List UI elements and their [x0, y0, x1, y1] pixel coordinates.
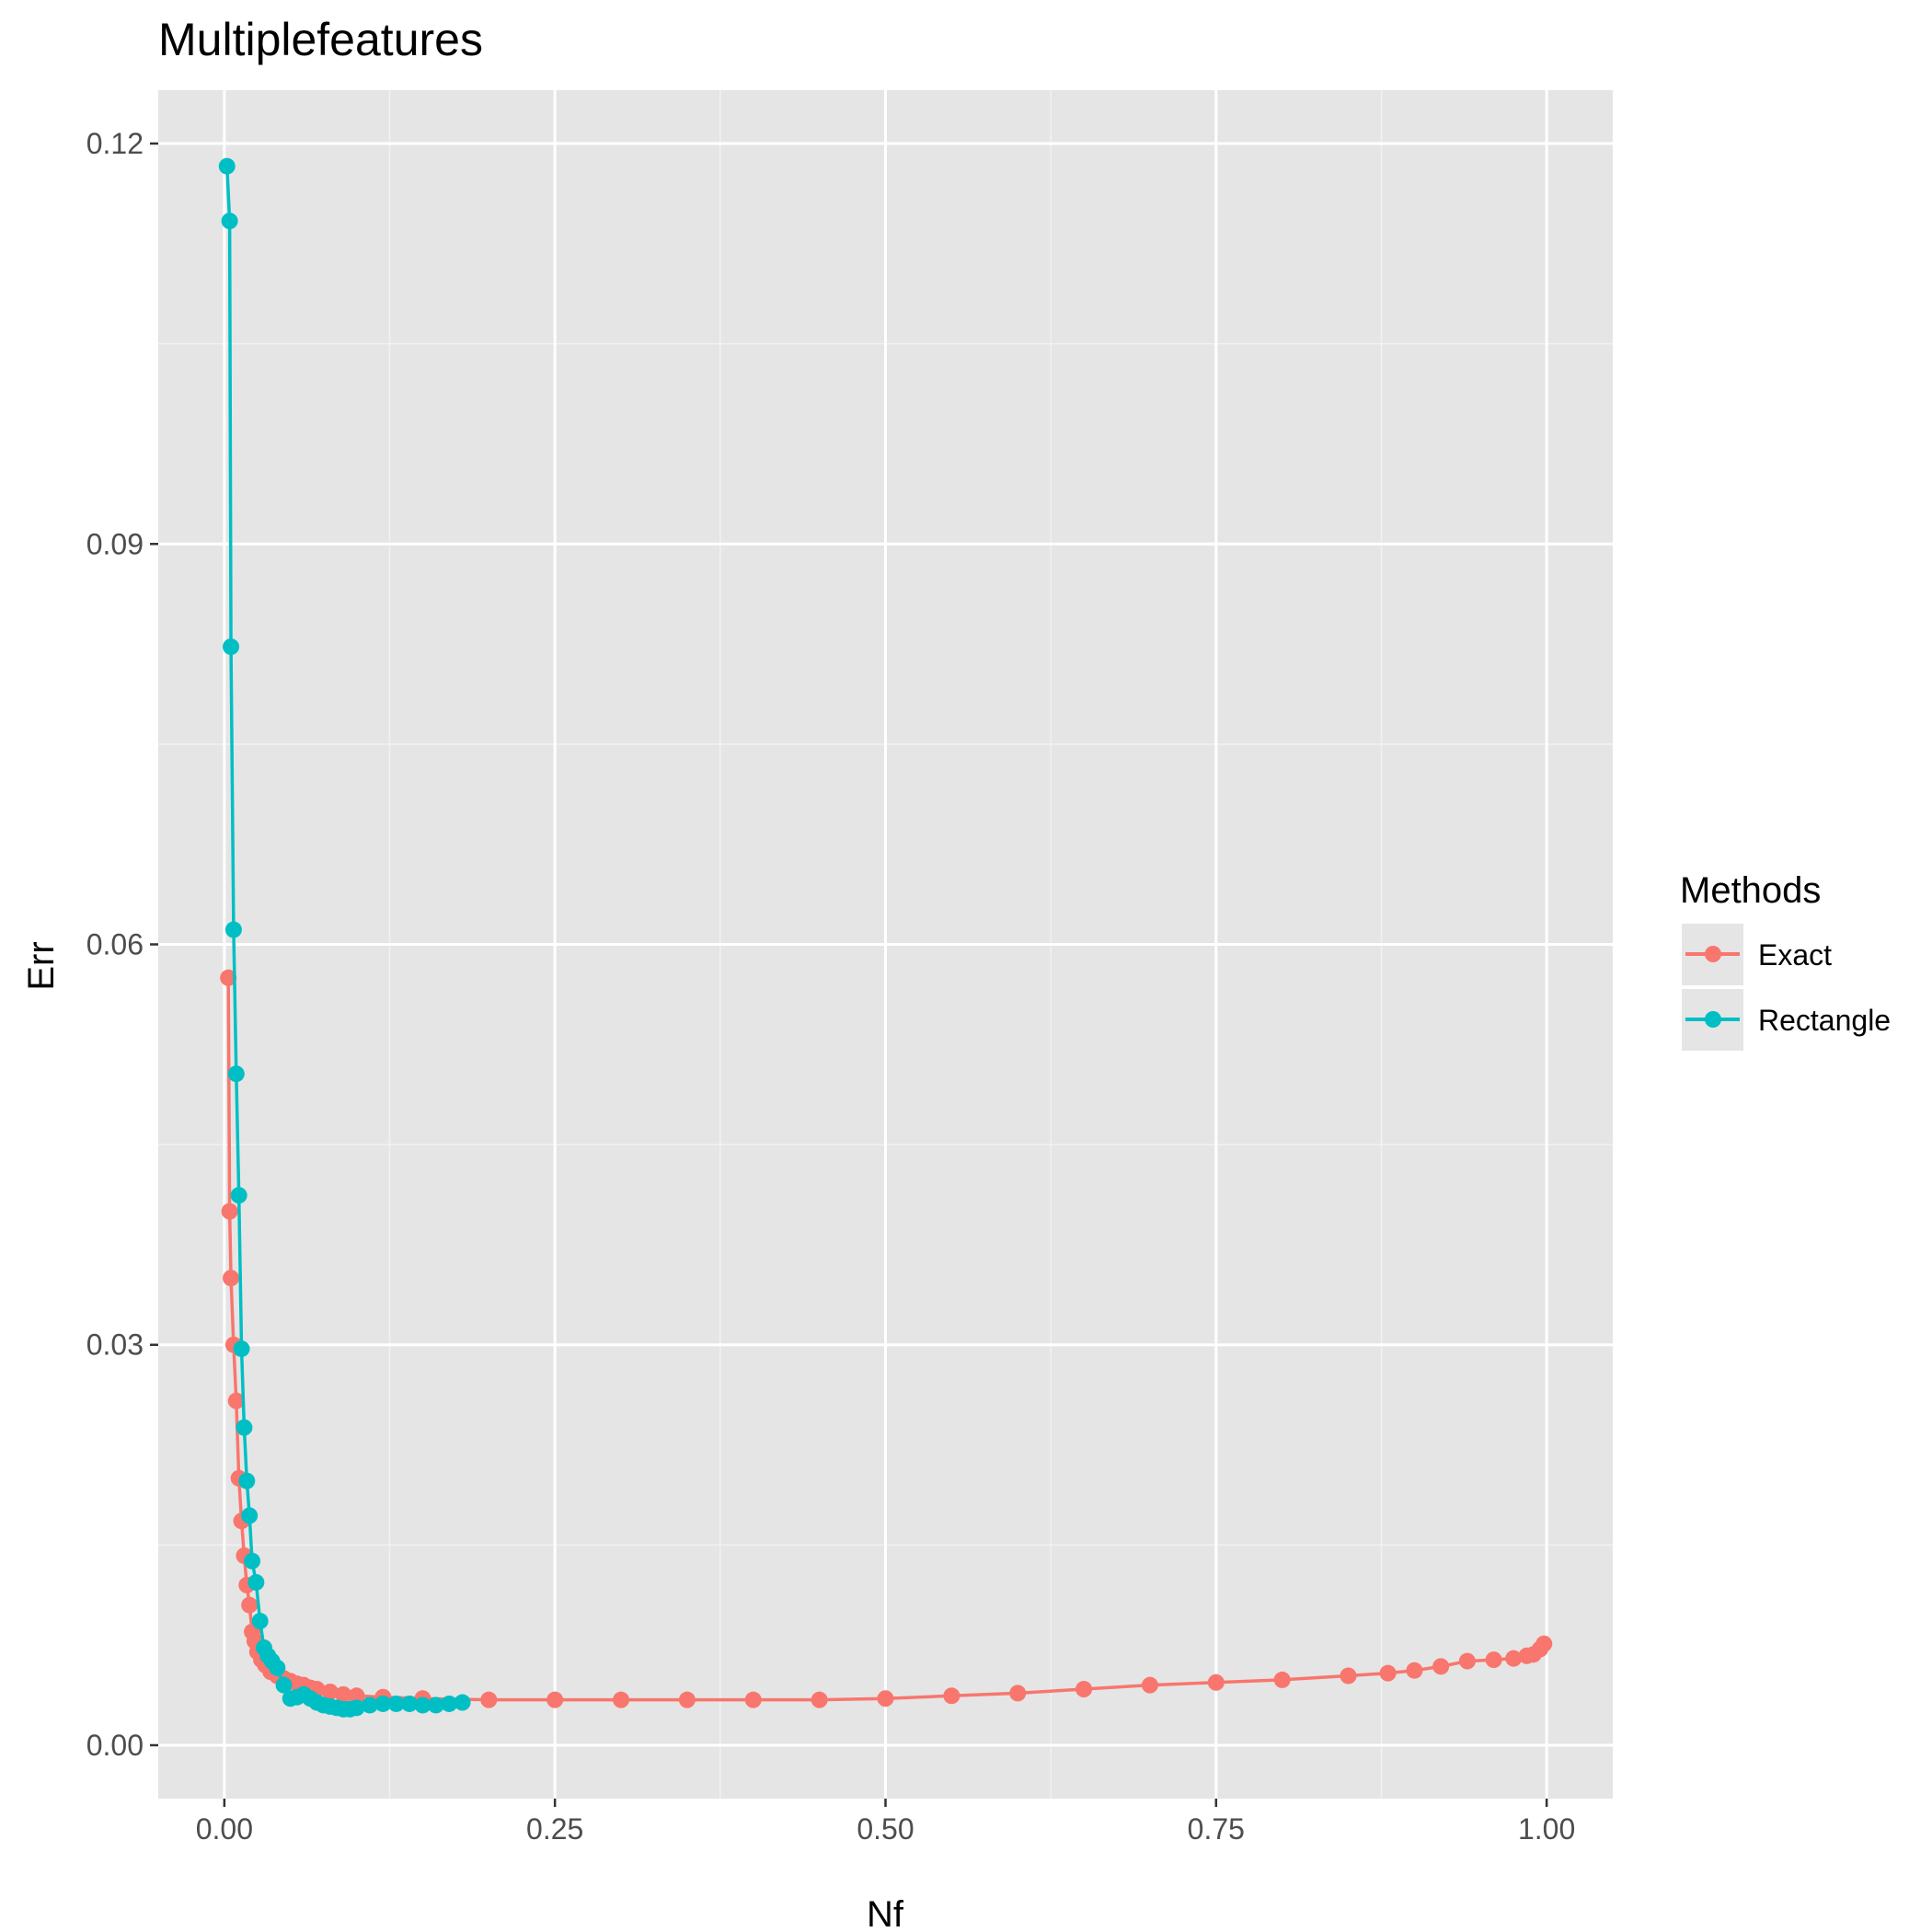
data-point-exact	[1273, 1671, 1291, 1688]
data-point-exact	[877, 1690, 894, 1708]
data-series	[218, 157, 1553, 1718]
axes: 0.00 0.25 0.50 0.75 1.00 0.00 0.03 0.06 0.09 0.12	[86, 127, 1576, 1846]
data-point-rectangle	[224, 921, 242, 938]
data-point-exact	[221, 1202, 238, 1220]
x-tick-label: 1.00	[1518, 1812, 1575, 1846]
data-point-exact	[1141, 1676, 1158, 1694]
data-point-rectangle	[414, 1696, 431, 1714]
data-point-rectangle	[227, 1065, 245, 1083]
data-point-exact	[321, 1683, 339, 1700]
data-point-rectangle	[247, 1573, 265, 1591]
data-point-exact	[744, 1691, 762, 1708]
data-point-rectangle	[251, 1613, 269, 1630]
y-tick-label: 0.09	[86, 527, 144, 560]
data-point-exact	[223, 1270, 240, 1287]
legend: Methods Exact Rectangle	[1680, 870, 1891, 1051]
data-point-exact	[1458, 1652, 1476, 1670]
x-tick-label: 0.75	[1188, 1812, 1245, 1846]
data-point-exact	[1340, 1667, 1357, 1685]
data-point-rectangle	[441, 1695, 458, 1712]
legend-point-exact	[1705, 946, 1721, 962]
data-point-exact	[335, 1685, 352, 1703]
data-point-rectangle	[218, 157, 236, 175]
data-point-rectangle	[269, 1659, 286, 1676]
data-point-rectangle	[244, 1552, 261, 1570]
data-point-rectangle	[230, 1187, 247, 1204]
data-point-rectangle	[241, 1507, 259, 1524]
data-point-exact	[1075, 1681, 1093, 1698]
data-point-rectangle	[374, 1695, 392, 1712]
legend-label-rectangle: Rectangle	[1758, 1004, 1891, 1037]
legend-label-exact: Exact	[1758, 938, 1832, 972]
chart-title: Multiplefeatures	[158, 14, 483, 65]
data-point-exact	[220, 969, 237, 986]
data-point-exact	[678, 1691, 696, 1708]
data-point-exact	[1535, 1635, 1553, 1652]
data-point-exact	[613, 1691, 630, 1708]
y-tick-label: 0.06	[86, 928, 144, 961]
series-rectangle	[218, 157, 471, 1718]
data-point-exact	[1009, 1685, 1027, 1702]
data-point-exact	[1505, 1650, 1523, 1667]
data-point-exact	[811, 1691, 828, 1708]
data-point-exact	[1485, 1651, 1502, 1669]
data-point-exact	[546, 1691, 564, 1708]
y-tick-label: 0.00	[86, 1729, 144, 1762]
x-axis-title: Nf	[867, 1894, 904, 1932]
y-axis-title: Err	[21, 941, 62, 990]
y-tick-label: 0.03	[86, 1328, 144, 1362]
legend-point-rectangle	[1705, 1011, 1721, 1028]
data-point-rectangle	[233, 1340, 250, 1358]
grid-lines	[158, 90, 1613, 1799]
x-tick-label: 0.25	[526, 1812, 583, 1846]
x-tick-label: 0.00	[196, 1812, 253, 1846]
data-point-exact	[227, 1392, 245, 1409]
data-point-rectangle	[238, 1472, 256, 1489]
data-point-rectangle	[348, 1699, 365, 1717]
data-point-exact	[1379, 1664, 1397, 1682]
data-point-exact	[1406, 1662, 1423, 1679]
data-point-rectangle	[454, 1694, 471, 1711]
data-point-rectangle	[236, 1419, 253, 1436]
data-point-rectangle	[427, 1696, 444, 1714]
data-point-exact	[241, 1596, 259, 1614]
series-line-exact	[226, 977, 1546, 1702]
data-point-rectangle	[221, 213, 238, 230]
data-point-exact	[348, 1687, 365, 1705]
series-exact	[220, 969, 1553, 1708]
data-point-rectangle	[387, 1695, 405, 1712]
data-point-exact	[943, 1687, 960, 1705]
x-tick-label: 0.50	[857, 1812, 914, 1846]
data-point-exact	[1432, 1658, 1450, 1675]
data-point-rectangle	[401, 1695, 419, 1712]
y-tick-label: 0.12	[86, 127, 144, 160]
data-point-exact	[1207, 1673, 1225, 1691]
data-point-rectangle	[361, 1696, 378, 1714]
data-point-exact	[480, 1691, 498, 1708]
legend-title: Methods	[1680, 870, 1821, 911]
data-point-rectangle	[223, 638, 240, 655]
data-point-rectangle	[275, 1676, 293, 1694]
